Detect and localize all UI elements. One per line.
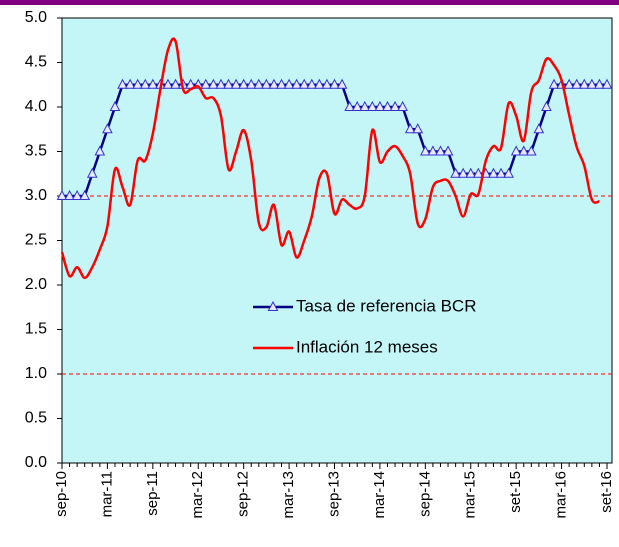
marker [71,189,83,200]
marker [253,78,265,89]
x-tick-label: set-15 [507,471,524,513]
marker [170,78,181,89]
x-tick-label: sep-14 [416,471,433,517]
marker [601,78,613,89]
marker [245,78,257,89]
marker [412,123,424,134]
y-tick-label: 0.5 [25,410,47,427]
marker [404,123,416,134]
marker [291,78,302,89]
marker [495,167,507,178]
marker [571,78,583,89]
y-tick-label: 3.5 [25,143,47,160]
x-tick-label: sep-11 [144,471,161,516]
marker [79,189,91,200]
marker [510,145,522,156]
marker [435,145,446,156]
marker [200,78,212,89]
x-tick-label: mar-16 [553,471,570,519]
marker [215,78,227,89]
marker [397,100,408,111]
x-tick-label: mar-12 [189,471,206,519]
plot-area [61,17,613,464]
marker [102,123,113,134]
marker [314,78,325,89]
marker [238,78,249,89]
y-tick-label: 1.5 [25,321,47,338]
y-tick-label: 4.5 [25,54,47,71]
marker [329,78,340,89]
marker [488,167,499,178]
x-tick-label: mar-15 [462,471,479,519]
marker [306,78,318,89]
marker [594,78,605,89]
legend-label: Tasa de referencia BCR [296,296,476,315]
marker [359,100,371,111]
marker [162,78,174,89]
marker [465,167,477,178]
marker [503,167,514,178]
marker [420,145,431,156]
y-tick-label: 2.0 [25,276,47,293]
marker [389,100,401,111]
series-line [60,37,600,280]
marker [268,78,280,89]
x-tick-label: set-16 [598,471,615,513]
x-tick-label: mar-14 [371,471,388,519]
marker [367,100,378,111]
marker [374,100,386,111]
y-tick-label: 1.0 [25,365,47,382]
marker [578,78,590,89]
marker [132,78,144,89]
y-tick-label: 2.5 [25,232,47,249]
x-tick-label: mar-11 [98,471,115,517]
marker [351,100,363,111]
marker [117,78,128,89]
marker [541,100,552,111]
x-tick-label: sep-13 [325,471,342,517]
marker [336,78,348,89]
marker [56,189,68,200]
marker [533,123,545,134]
marker [139,78,151,89]
top-border [0,0,619,5]
x-tick-label: mar-13 [280,471,297,519]
legend-marker [267,300,279,311]
marker [344,100,355,111]
marker [109,100,121,111]
marker [276,78,287,89]
marker [283,78,295,89]
marker [223,78,234,89]
marker [230,78,242,89]
marker [563,78,575,89]
marker [321,78,333,89]
marker [427,145,439,156]
marker [450,167,461,178]
marker [124,78,136,89]
marker [548,78,560,89]
x-tick-label: sep-12 [235,471,252,517]
marker [586,78,598,89]
y-tick-label: 5.0 [25,9,47,26]
marker [86,167,98,178]
y-tick-label: 0.0 [25,454,47,471]
marker [94,145,106,156]
legend-label: Inflación 12 meses [296,337,438,356]
y-tick-label: 3.0 [25,187,47,204]
marker [298,78,310,89]
marker [208,78,219,89]
marker [472,167,484,178]
marker [457,167,469,178]
marker [261,78,272,89]
marker [442,145,454,156]
x-tick-label: sep-10 [53,471,70,517]
marker [64,189,75,200]
marker [525,145,537,156]
y-tick-label: 4.0 [25,98,47,115]
marker [147,78,159,89]
marker [382,100,393,111]
marker [518,145,530,156]
